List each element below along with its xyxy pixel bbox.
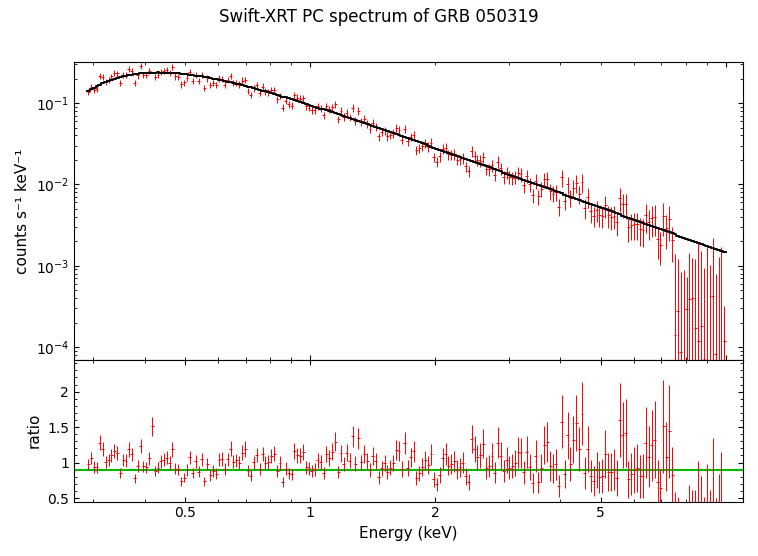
Y-axis label: ratio: ratio xyxy=(27,413,42,448)
X-axis label: Energy (keV): Energy (keV) xyxy=(359,526,458,541)
Y-axis label: counts s⁻¹ keV⁻¹: counts s⁻¹ keV⁻¹ xyxy=(15,148,30,274)
Text: Swift-XRT PC spectrum of GRB 050319: Swift-XRT PC spectrum of GRB 050319 xyxy=(219,8,539,26)
